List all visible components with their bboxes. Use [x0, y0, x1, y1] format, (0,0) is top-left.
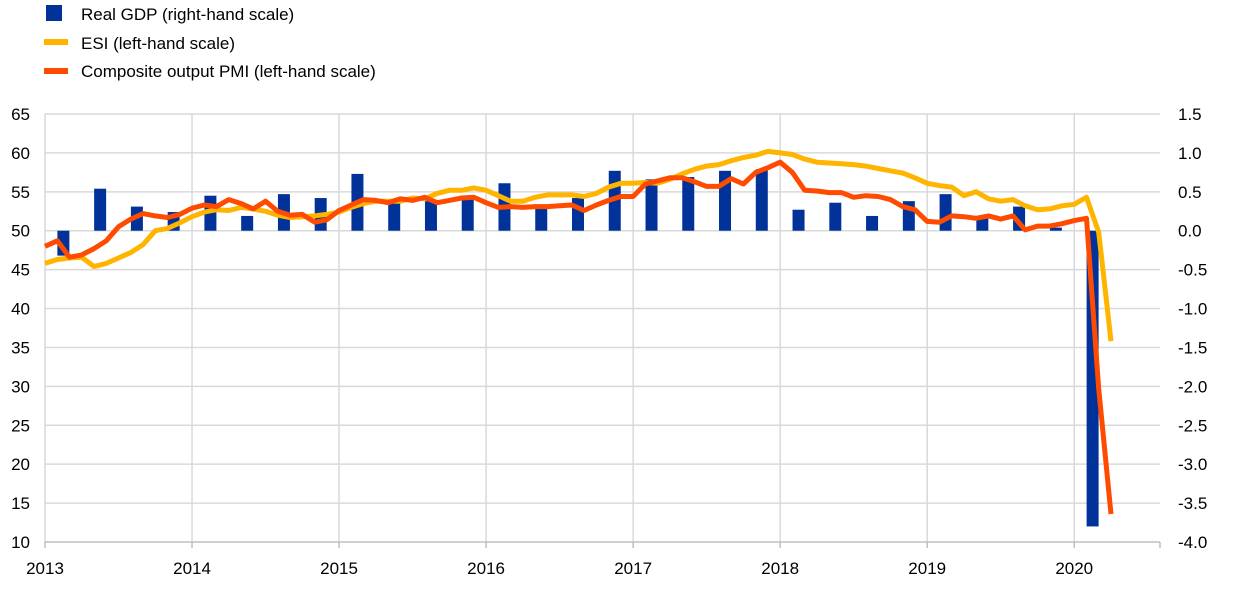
y-tick-right: 1.5 [1178, 105, 1202, 124]
gdp-bar [976, 217, 989, 231]
gdp-bar [829, 202, 842, 231]
y-tick-left: 25 [11, 416, 30, 435]
gdp-bar [94, 188, 107, 231]
x-tick-label: 2016 [467, 559, 505, 578]
y-tick-left: 40 [11, 300, 30, 319]
x-tick-label: 2019 [908, 559, 946, 578]
legend-swatch-gdp [46, 5, 62, 21]
y-tick-left: 15 [11, 494, 30, 513]
gdp-bar [645, 179, 658, 231]
gdp-bar [388, 202, 401, 231]
legend-label-esi: ESI (left-hand scale) [81, 34, 235, 53]
y-tick-left: 50 [11, 222, 30, 241]
y-tick-right: -0.5 [1178, 261, 1207, 280]
y-tick-left: 10 [11, 533, 30, 552]
gdp-bar [755, 169, 768, 231]
axes: 6560555045403530252015101.51.00.50.0-0.5… [11, 105, 1207, 578]
legend-swatch-pmi [44, 68, 68, 74]
y-tick-right: -2.5 [1178, 416, 1207, 435]
gdp-bar [1086, 230, 1099, 527]
legend: Real GDP (right-hand scale) ESI (left-ha… [44, 5, 376, 81]
gdp-bar [939, 194, 952, 231]
y-tick-left: 55 [11, 183, 30, 202]
x-tick-label: 2015 [320, 559, 358, 578]
y-tick-left: 30 [11, 377, 30, 396]
gdp-bar [682, 177, 695, 231]
y-tick-right: -3.0 [1178, 455, 1207, 474]
gdp-bar [571, 198, 584, 231]
grid [44, 113, 1160, 542]
x-tick-label: 2013 [26, 559, 64, 578]
y-tick-right: -1.5 [1178, 338, 1207, 357]
y-tick-right: 0.5 [1178, 183, 1202, 202]
gdp-bar [866, 215, 879, 231]
y-tick-right: 0.0 [1178, 222, 1202, 241]
x-tick-label: 2020 [1055, 559, 1093, 578]
y-tick-left: 35 [11, 338, 30, 357]
x-tick-label: 2018 [761, 559, 799, 578]
legend-swatch-esi [44, 39, 68, 45]
gdp-bar [424, 201, 437, 231]
y-tick-left: 65 [11, 105, 30, 124]
y-tick-right: -4.0 [1178, 533, 1207, 552]
pmi-line [43, 159, 1114, 515]
gdp-bar [461, 199, 474, 231]
x-tick-label: 2014 [173, 559, 211, 578]
esi-line [44, 148, 1114, 342]
y-tick-right: -2.0 [1178, 377, 1207, 396]
gdp-bar [241, 215, 254, 231]
y-tick-left: 60 [11, 144, 30, 163]
gdp-bar [535, 205, 548, 231]
legend-label-pmi: Composite output PMI (left-hand scale) [81, 62, 376, 81]
y-tick-right: -1.0 [1178, 300, 1207, 319]
y-tick-left: 20 [11, 455, 30, 474]
y-tick-right: 1.0 [1178, 144, 1202, 163]
gdp-bar [1049, 227, 1062, 231]
lines [43, 148, 1114, 515]
legend-label-gdp: Real GDP (right-hand scale) [81, 5, 294, 24]
y-tick-right: -3.5 [1178, 494, 1207, 513]
y-tick-left: 45 [11, 261, 30, 280]
x-tick-label: 2017 [614, 559, 652, 578]
gdp-bar [792, 209, 805, 231]
